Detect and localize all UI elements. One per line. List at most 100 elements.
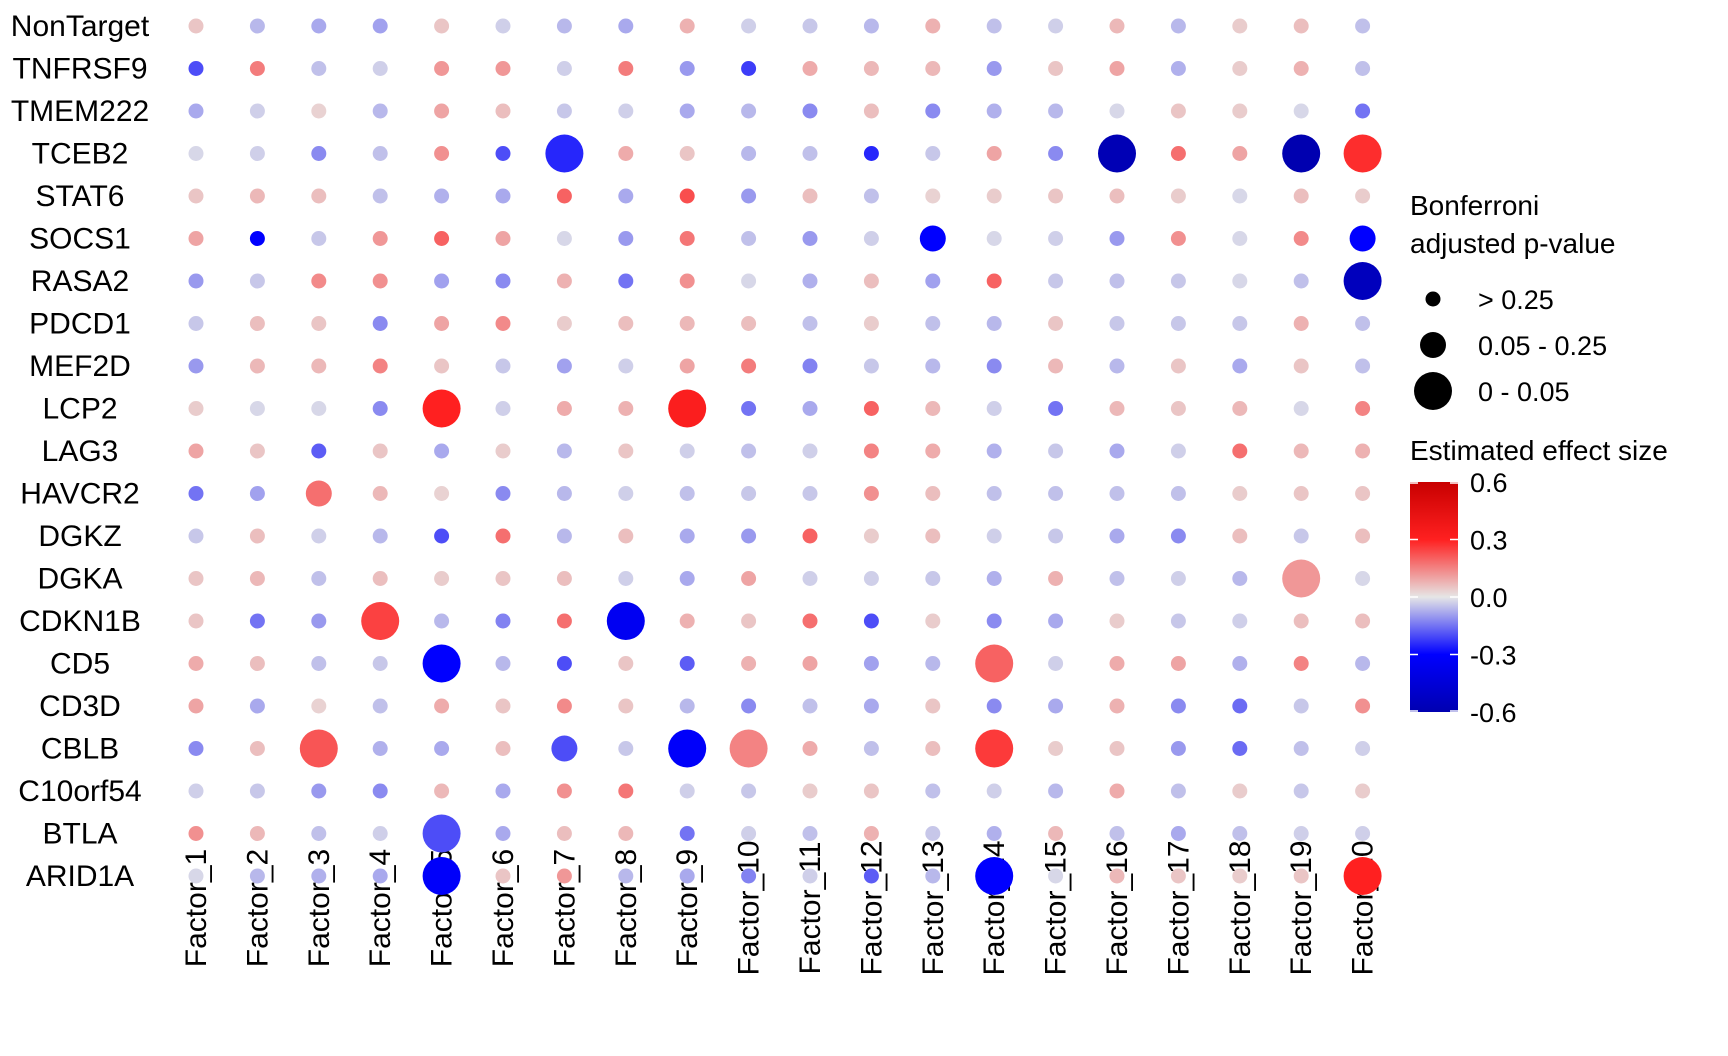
dot-btla-factor-11 [802,826,818,841]
dot-nontarget-factor-5 [434,18,450,34]
dot-havcr2-factor-11 [802,486,818,501]
dot-tmem222-factor-13 [925,103,941,119]
dot-btla-factor-16 [1109,826,1125,841]
dot-cblb-factor-12 [863,741,879,756]
column-label-factor-6: Factor_6 [487,849,520,967]
dot-cd3d-factor-4 [372,698,388,714]
dot-pdcd1-factor-7 [556,316,572,331]
dot-c10orf54-factor-4 [372,783,388,799]
dot-dgka-factor-2 [249,571,265,586]
dot-rasa2-factor-11 [802,273,818,289]
dot-tmem222-factor-17 [1170,103,1186,119]
dot-rasa2-factor-1 [188,273,204,289]
row-label-lcp2: LCP2 [42,393,117,426]
dot-tceb2-factor-7 [545,134,584,173]
row-label-arid1a: ARID1A [26,860,134,893]
dot-btla-factor-14 [986,826,1002,841]
dot-pdcd1-factor-18 [1232,316,1248,331]
dot-tnfrsf9-factor-10 [741,61,757,76]
dot-pdcd1-factor-6 [495,316,511,331]
dot-havcr2-factor-4 [372,486,388,501]
dot-cd5-factor-13 [925,656,941,671]
dot-lcp2-factor-20 [1355,401,1371,416]
dot-tmem222-factor-14 [986,103,1002,119]
dot-havcr2-factor-8 [618,486,634,501]
dot-rasa2-factor-9 [679,273,695,289]
dot-lag3-factor-4 [372,443,388,459]
dot-cd3d-factor-6 [495,698,511,714]
row-label-c10orf54: C10orf54 [18,775,141,808]
dot-btla-factor-9 [679,826,695,841]
dot-dgka-factor-6 [495,571,511,586]
dot-rasa2-factor-12 [863,273,879,289]
dot-cblb-factor-18 [1232,741,1248,756]
dot-tnfrsf9-factor-15 [1048,61,1064,76]
dot-cd3d-factor-19 [1293,698,1309,714]
dot-lcp2-factor-5 [422,389,461,428]
dot-c10orf54-factor-6 [495,783,511,799]
dot-tceb2-factor-3 [311,146,327,161]
row-label-tnfrsf9: TNFRSF9 [13,53,148,86]
dot-stat6-factor-20 [1355,188,1371,204]
column-label-factor-4: Factor_4 [364,849,397,967]
dot-nontarget-factor-1 [188,18,204,34]
dot-tceb2-factor-14 [986,146,1002,161]
dot-tnfrsf9-factor-7 [556,61,572,76]
dot-dgkz-factor-5 [434,528,450,544]
dot-cd5-factor-6 [495,656,511,671]
dot-lag3-factor-2 [249,443,265,459]
dot-dgkz-factor-9 [679,528,695,544]
dot-mef2d-factor-2 [249,358,265,374]
dot-stat6-factor-7 [556,188,572,204]
dot-cdkn1b-factor-15 [1048,613,1064,629]
dot-tnfrsf9-factor-2 [249,61,265,76]
dot-tnfrsf9-factor-9 [679,61,695,76]
dot-arid1a-factor-15 [1048,868,1064,884]
dot-lcp2-factor-14 [986,401,1002,416]
dot-cdkn1b-factor-18 [1232,613,1248,629]
dot-lcp2-factor-16 [1109,401,1125,416]
dot-lag3-factor-1 [188,443,204,459]
dot-lag3-factor-17 [1170,443,1186,459]
row-label-mef2d: MEF2D [29,350,131,383]
dot-lcp2-factor-17 [1170,401,1186,416]
dot-tceb2-factor-2 [249,146,265,161]
dot-c10orf54-factor-17 [1170,783,1186,799]
dot-cd5-factor-5 [422,644,461,683]
dot-stat6-factor-9 [679,188,695,204]
dot-btla-factor-19 [1293,826,1309,841]
dot-btla-factor-17 [1170,826,1186,841]
dot-cblb-factor-17 [1170,741,1186,756]
dot-cdkn1b-factor-2 [249,613,265,629]
dot-mef2d-factor-13 [925,358,941,374]
dot-tmem222-factor-2 [249,103,265,119]
column-label-factor-16: Factor_16 [1101,840,1134,975]
dot-dgka-factor-5 [434,571,450,586]
dot-stat6-factor-3 [311,188,327,204]
dot-nontarget-factor-2 [249,18,265,34]
dot-pdcd1-factor-17 [1170,316,1186,331]
dot-stat6-factor-15 [1048,188,1064,204]
dot-mef2d-factor-14 [986,358,1002,374]
dot-mef2d-factor-12 [863,358,879,374]
dot-lag3-factor-10 [741,443,757,459]
dot-lag3-factor-6 [495,443,511,459]
dot-socs1-factor-10 [741,231,757,246]
row-label-pdcd1: PDCD1 [29,308,131,341]
dot-tmem222-factor-7 [556,103,572,119]
dot-stat6-factor-11 [802,188,818,204]
dot-dgka-factor-9 [679,571,695,586]
dot-lag3-factor-8 [618,443,634,459]
size-legend-dot-1 [1425,291,1441,307]
dot-cd3d-factor-3 [311,698,327,714]
dot-cdkn1b-factor-1 [188,613,204,629]
dot-arid1a-factor-19 [1293,868,1309,884]
dot-cd5-factor-15 [1048,656,1064,671]
dot-arid1a-factor-11 [802,868,818,884]
dot-mef2d-factor-19 [1293,358,1309,374]
dot-rasa2-factor-3 [311,273,327,289]
dot-cd3d-factor-9 [679,698,695,714]
dot-mef2d-factor-8 [618,358,634,374]
dot-dgka-factor-11 [802,571,818,586]
dot-havcr2-factor-12 [863,486,879,501]
